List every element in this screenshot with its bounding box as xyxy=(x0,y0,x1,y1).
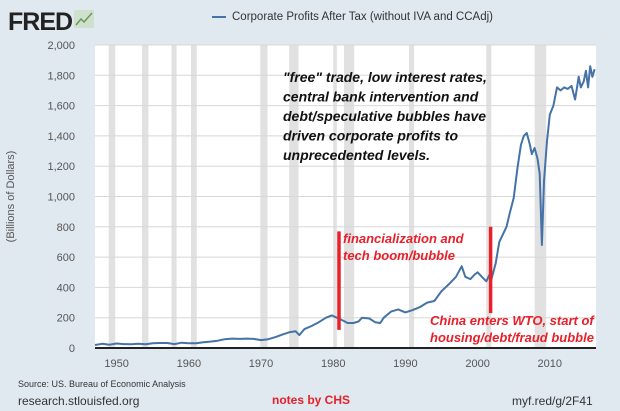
legend-label: Corporate Profits After Tax (without IVA… xyxy=(232,11,493,23)
y-tick-label: 1,400 xyxy=(47,131,75,143)
y-tick-label: 400 xyxy=(57,282,75,294)
main-annotation-line: central bank intervention and xyxy=(283,89,479,105)
x-tick-label: 1980 xyxy=(321,358,345,370)
legend-swatch xyxy=(212,15,226,18)
y-tick-label: 800 xyxy=(57,222,75,234)
china-wto-annotation-line: China enters WTO, start of xyxy=(430,313,595,328)
y-tick-label: 1,000 xyxy=(47,192,75,204)
x-tick-label: 1990 xyxy=(393,358,417,370)
financialization-annotation-line: financialization and xyxy=(343,231,465,246)
y-tick-label: 200 xyxy=(57,313,75,325)
site-link[interactable]: research.stlouisfed.org xyxy=(18,394,140,408)
y-tick-label: 1,200 xyxy=(47,161,75,173)
y-tick-label: 0 xyxy=(69,343,75,355)
source-text: Source: US. Bureau of Economic Analysis xyxy=(18,379,186,389)
main-annotation-line: "free" trade, low interest rates, xyxy=(283,69,487,85)
x-tick-label: 1950 xyxy=(104,358,128,370)
fred-chart-icon xyxy=(74,10,94,28)
china-wto-annotation-line: housing/debt/fraud bubble xyxy=(430,330,594,345)
main-annotation-line: driven corporate profits to xyxy=(283,128,458,144)
y-tick-label: 2,000 xyxy=(47,40,75,52)
financialization-annotation-line: tech boom/bubble xyxy=(343,248,455,263)
x-tick-label: 2010 xyxy=(538,358,562,370)
fred-logo: FRED xyxy=(8,8,73,36)
y-tick-label: 1,600 xyxy=(47,101,75,113)
x-tick-label: 1970 xyxy=(249,358,273,370)
notes-credit: notes by CHS xyxy=(272,393,351,407)
x-tick-label: 2000 xyxy=(465,358,489,370)
y-tick-label: 600 xyxy=(57,252,75,264)
series-line xyxy=(94,65,596,346)
y-axis-label: (Billions of Dollars) xyxy=(5,151,17,243)
chart-legend: Corporate Profits After Tax (without IVA… xyxy=(212,11,493,23)
short-url[interactable]: myf.red/g/2F41 xyxy=(512,394,593,408)
x-tick-label: 1960 xyxy=(177,358,201,370)
main-annotation-line: debt/speculative bubbles have xyxy=(283,108,486,124)
y-tick-label: 1,800 xyxy=(47,70,75,82)
main-annotation-line: unprecedented levels. xyxy=(283,147,430,163)
